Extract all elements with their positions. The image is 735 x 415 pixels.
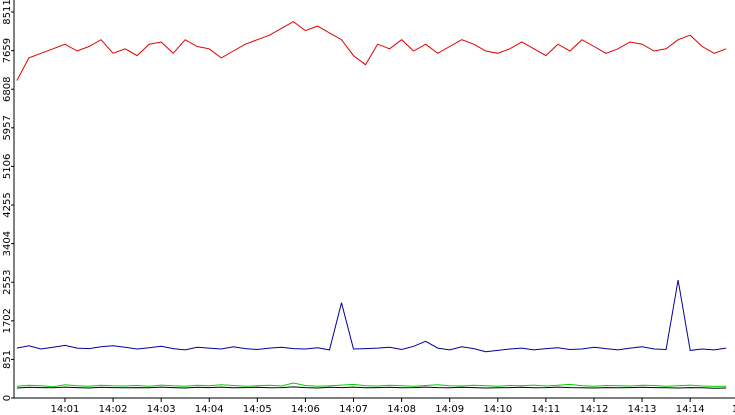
y-tick-label: 2553 — [2, 269, 13, 294]
x-tick-label: 14:05 — [243, 404, 272, 415]
series-line — [16, 21, 727, 81]
y-tick-label: 5957 — [2, 115, 13, 140]
series-line — [16, 386, 727, 389]
y-tick-label: 0 — [2, 395, 13, 401]
x-tick-label: 14:13 — [628, 404, 657, 415]
x-tick-label: 14:04 — [195, 404, 224, 415]
x-tick-label: 14:02 — [99, 404, 128, 415]
x-tick-label: 14 — [732, 404, 735, 415]
x-tick-label: 14:08 — [387, 404, 416, 415]
x-tick-label: 14:03 — [147, 404, 176, 415]
y-tick-label: 4255 — [2, 192, 13, 217]
x-tick-label: 14:09 — [435, 404, 464, 415]
x-tick-label: 14:01 — [51, 404, 80, 415]
x-tick-label: 14:07 — [339, 404, 368, 415]
x-tick-label: 14:10 — [483, 404, 512, 415]
x-tick-label: 14:14 — [676, 404, 705, 415]
series-line — [16, 280, 727, 353]
x-tick-label: 14:06 — [291, 404, 320, 415]
series-line — [16, 382, 727, 388]
x-tick-label: 14:12 — [580, 404, 609, 415]
y-tick-label: 3404 — [2, 231, 13, 256]
y-tick-label: 6808 — [2, 77, 13, 102]
y-tick-label: 1702 — [2, 308, 13, 333]
y-tick-label: 8511 — [2, 0, 13, 25]
y-tick-label: 5106 — [2, 154, 13, 179]
y-tick-label: 7659 — [2, 38, 13, 63]
y-tick-label: 851 — [2, 350, 13, 369]
x-tick-label: 14:11 — [531, 404, 560, 415]
